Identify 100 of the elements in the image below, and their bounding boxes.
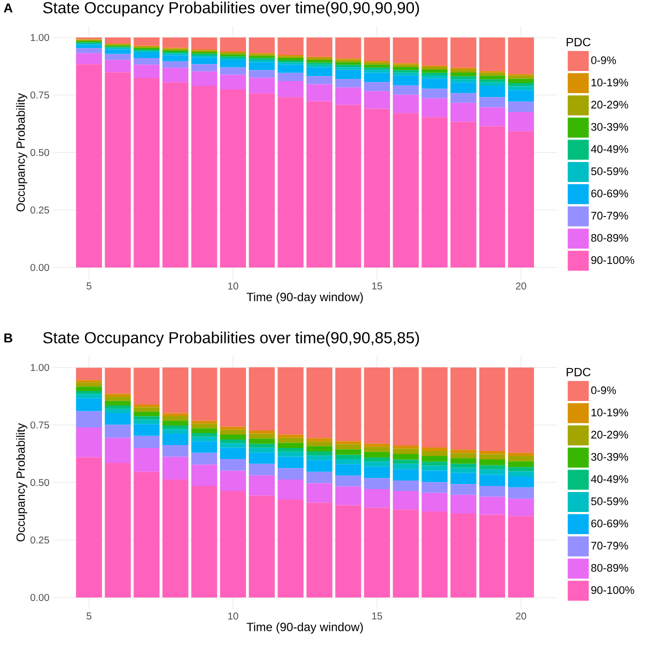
bar [450,69,476,72]
bar [220,430,246,434]
bar [134,448,160,472]
text: 60-69% [591,520,628,528]
bar [422,450,448,456]
bar [220,74,246,90]
bar [306,472,332,484]
bar [220,434,246,440]
bar [422,482,448,493]
y-tick-label: 0.75 [30,421,50,429]
bar [191,424,218,428]
bar [306,67,332,76]
bar [392,367,419,446]
bar [450,484,476,495]
bar [364,446,390,452]
y-tick-label: 0.50 [30,478,50,486]
bar [479,486,506,497]
bar [220,470,246,492]
bar [248,70,275,78]
bar [248,430,275,434]
bar [306,368,332,438]
bar [479,465,506,470]
bar [335,70,362,80]
bar [104,400,131,406]
bar [191,71,218,86]
bar [422,88,448,98]
bar [335,454,362,460]
bar [134,472,160,598]
bar [248,434,275,439]
bar [479,514,506,598]
legend-label: 90-100% [591,586,634,594]
bar [364,457,390,462]
bar [248,78,275,94]
legend-label: 20-29% [591,100,628,109]
bar [422,75,448,79]
bar [508,516,534,598]
bar [162,61,188,68]
bar [364,108,390,268]
bar [364,452,390,458]
bar [450,93,476,103]
bar [76,428,102,458]
bar [422,72,448,76]
bar [306,441,332,446]
bar [479,450,506,454]
bar [479,126,506,268]
bar [450,76,476,80]
bar [508,102,534,112]
bar [508,86,534,90]
bar [335,459,362,464]
x-tick-label: 10 [228,282,238,290]
bar [450,494,476,514]
bar [162,425,188,430]
y-tick-label: 0.25 [30,536,50,544]
bar [450,82,476,94]
bar [479,72,506,76]
bar [248,475,275,496]
bar [220,67,246,75]
bar [508,112,534,132]
x-axis-title: Time (90-day window) [246,622,363,634]
bar [422,98,448,118]
bar [278,38,304,55]
bar [335,67,362,70]
bar [450,468,476,473]
bar [508,498,534,516]
text: 40-49% [591,475,628,483]
bar [76,411,102,428]
bar [104,462,131,598]
bar [392,464,419,470]
bar [248,496,275,598]
chart-title: State Occupancy Probabilities over time(90,90,90,90) [43,2,419,17]
bar [104,438,131,463]
bar [191,433,218,437]
bar [364,64,390,68]
bar [364,462,390,467]
bar [364,38,390,61]
bar [508,131,534,268]
bar [335,486,362,506]
bar [479,107,506,126]
bar [191,38,218,50]
bar [104,60,131,72]
bar [479,469,506,475]
bar [450,102,476,122]
bar [191,368,218,421]
legend-label: 10-19% [592,78,628,86]
bar [134,436,160,448]
bar [335,38,362,59]
bar [335,87,362,105]
legend-label: 60-69% [591,190,628,198]
text: 0-9% [591,386,616,394]
bar [306,76,332,84]
bar [248,444,275,448]
bar [104,408,131,414]
bar [335,79,362,88]
bar [191,452,218,465]
y-tick-label: 0.75 [30,91,50,99]
bar [76,380,102,383]
bar [278,442,304,448]
bar [479,368,506,451]
bar [278,367,304,435]
bar [364,444,390,447]
